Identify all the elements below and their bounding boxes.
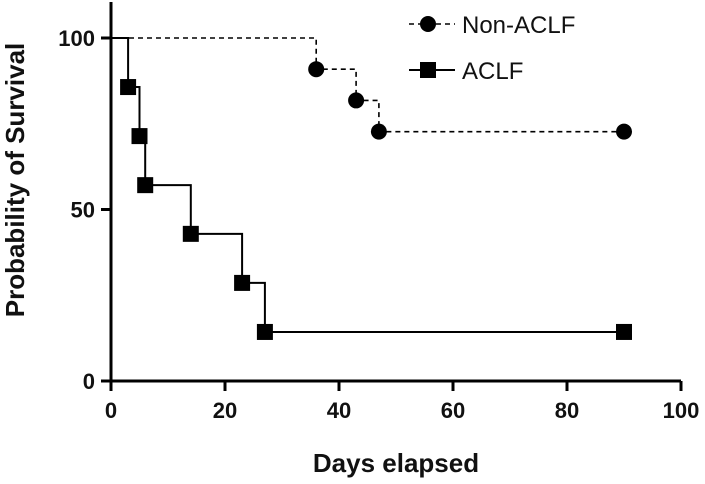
x-tick-label: 40	[327, 398, 351, 423]
data-point-circle	[308, 61, 325, 78]
x-tick-label: 20	[213, 398, 237, 423]
x-tick-label: 0	[105, 398, 117, 423]
data-point-circle	[348, 92, 365, 109]
legend-marker-square	[420, 62, 436, 78]
x-tick-label: 80	[555, 398, 579, 423]
data-point-square	[131, 128, 148, 145]
x-axis-label: Days elapsed	[313, 448, 479, 478]
series-non-aclf	[111, 37, 632, 140]
data-point-square	[182, 225, 199, 242]
axes: 0 20 40 60 80 100 0 50 100	[58, 2, 699, 423]
series-line-non-aclf	[111, 37, 624, 133]
series-layer	[111, 37, 632, 340]
data-point-square	[234, 274, 251, 291]
data-point-square	[120, 79, 137, 96]
y-axis-label: Probability of Survival	[0, 43, 30, 318]
legend: Non-ACLF ACLF	[409, 12, 575, 85]
y-tick-label: 0	[83, 369, 95, 394]
x-tick-label: 60	[441, 398, 465, 423]
data-point-square	[616, 323, 632, 340]
data-point-circle	[370, 123, 387, 140]
series-line-aclf	[111, 37, 624, 333]
series-aclf	[111, 37, 632, 340]
data-point-square	[256, 323, 273, 340]
legend-marker-circle	[420, 16, 436, 32]
legend-label: ACLF	[462, 58, 523, 85]
y-tick-label: 50	[71, 198, 95, 223]
data-point-square	[137, 177, 154, 194]
data-point-circle	[616, 123, 632, 140]
y-tick-label: 100	[58, 26, 95, 51]
x-tick-label: 100	[663, 398, 700, 423]
legend-label: Non-ACLF	[462, 12, 575, 39]
